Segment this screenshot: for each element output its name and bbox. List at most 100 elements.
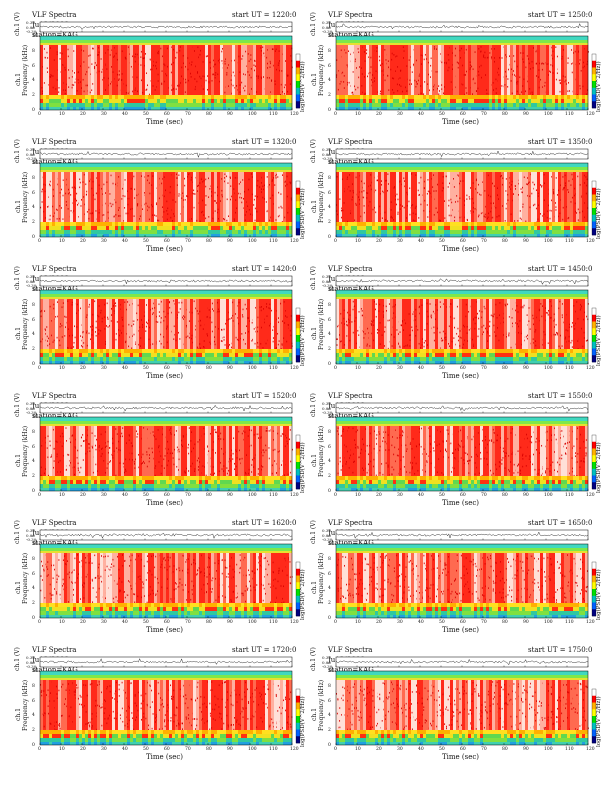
time-tick-label: 120: [586, 747, 595, 752]
time-tick-label: 40: [418, 747, 424, 752]
time-tick-label: 0: [38, 239, 41, 244]
waveform-tick-label: 0.00: [26, 24, 35, 30]
waveform-trace: [335, 23, 589, 30]
waveform-trace: [39, 658, 293, 665]
frequency-tick-label: 6: [32, 698, 35, 704]
panel-title: VLF Spectra: [328, 265, 373, 273]
start-ut-prefix: start UT =: [528, 519, 568, 527]
frequency-tick-label: 4: [32, 713, 35, 719]
colorbar: [591, 561, 597, 617]
panel-title: VLF Spectra: [328, 392, 373, 400]
colorbar-label: log(PSD(V^2/Hz)): [596, 696, 602, 747]
frequency-tick-label: 10: [328, 161, 334, 166]
time-tick-label: 30: [397, 620, 403, 625]
time-tick-label: 30: [397, 239, 403, 244]
frequency-tick-label: 4: [328, 586, 331, 592]
time-tick-label: 50: [439, 493, 445, 498]
panel-title: VLF Spectra: [328, 138, 373, 146]
panel-start-ut: start UT = 1220:0: [232, 10, 297, 20]
time-tick-label: 20: [376, 620, 382, 625]
time-tick-label: 90: [227, 620, 233, 625]
time-axis-label: Time (sec): [442, 245, 480, 253]
time-tick-label: 60: [164, 620, 170, 625]
frequency-tick-label: 8: [32, 429, 35, 435]
time-tick-label: 100: [248, 493, 257, 498]
time-axis-label: Time (sec): [146, 499, 184, 507]
waveform-tick-label: 0.30: [26, 528, 35, 533]
frequency-tick-label: 8: [32, 48, 35, 54]
frequency-tick-label: 6: [328, 63, 331, 69]
time-tick-label: 120: [290, 620, 299, 625]
waveform-tick-label: 0.30: [322, 147, 331, 152]
time-tick-label: 60: [164, 747, 170, 752]
panel-title: VLF Spectra: [328, 519, 373, 527]
time-tick-label: 100: [248, 112, 257, 117]
colorbar: [591, 434, 597, 490]
time-tick-label: 80: [502, 239, 508, 244]
frequency-tick-label: 8: [328, 48, 331, 54]
start-ut-value: 1720:0: [271, 646, 297, 654]
start-ut-value: 1250:0: [567, 11, 593, 19]
frequency-tick-label: 2: [328, 728, 331, 734]
frequency-tick-label: 8: [328, 429, 331, 435]
time-tick-label: 120: [290, 239, 299, 244]
time-axis-label: Time (sec): [442, 626, 480, 634]
time-tick-label: 100: [544, 620, 553, 625]
start-ut-prefix: start UT =: [528, 11, 568, 19]
panel-start-ut: start UT = 1720:0: [232, 645, 297, 655]
time-tick-label: 20: [376, 366, 382, 371]
time-tick-label: 90: [523, 112, 529, 117]
frequency-tick-label: 0: [328, 489, 331, 494]
frequency-tick-label: 6: [328, 698, 331, 704]
waveform-trace: [39, 404, 293, 412]
time-tick-label: 30: [397, 366, 403, 371]
panel-plot: [39, 529, 301, 619]
frequency-tick-label: 0: [32, 235, 35, 240]
waveform-tick-label: 0.30: [322, 401, 331, 406]
frequency-tick-label: 0: [328, 616, 331, 621]
time-tick-label: 90: [227, 747, 233, 752]
time-tick-label: 10: [59, 366, 65, 371]
time-tick-label: 40: [418, 366, 424, 371]
frequency-tick-label: 8: [32, 683, 35, 689]
time-axis-label: Time (sec): [146, 626, 184, 634]
time-tick-label: 120: [586, 366, 595, 371]
time-tick-label: 110: [565, 747, 574, 752]
frequency-tick-label: 4: [328, 713, 331, 719]
time-axis-label: Time (sec): [442, 499, 480, 507]
time-tick-label: 0: [334, 112, 337, 117]
spectrogram-image: [336, 36, 589, 110]
time-tick-label: 50: [143, 493, 149, 498]
time-axis-label: Time (sec): [146, 118, 184, 126]
frequency-tick-label: 4: [32, 78, 35, 84]
time-tick-label: 70: [185, 239, 191, 244]
time-tick-label: 60: [164, 366, 170, 371]
time-tick-label: 20: [80, 239, 86, 244]
panel-title: VLF Spectra: [32, 519, 77, 527]
waveform-tick-label: -0.30: [26, 156, 37, 161]
frequency-tick-label: 4: [32, 205, 35, 211]
time-tick-label: 120: [290, 112, 299, 117]
time-tick-label: 60: [460, 493, 466, 498]
time-tick-label: 90: [227, 493, 233, 498]
time-tick-label: 10: [355, 493, 361, 498]
time-tick-label: 20: [376, 112, 382, 117]
waveform-tick-label: 0.30: [26, 147, 35, 152]
waveform-tick-label: 0.00: [26, 405, 35, 411]
frequency-tick-label: 0: [32, 108, 35, 113]
frequency-tick-label: 2: [32, 347, 35, 353]
time-tick-label: 10: [59, 493, 65, 498]
frequency-tick-label: 4: [32, 332, 35, 338]
time-tick-label: 110: [269, 747, 278, 752]
frequency-tick-label: 6: [328, 317, 331, 323]
panel-plot: [335, 656, 597, 746]
time-tick-label: 110: [269, 620, 278, 625]
frequency-tick-label: 6: [32, 63, 35, 69]
time-tick-label: 120: [586, 239, 595, 244]
time-tick-label: 100: [248, 747, 257, 752]
time-tick-label: 60: [460, 239, 466, 244]
